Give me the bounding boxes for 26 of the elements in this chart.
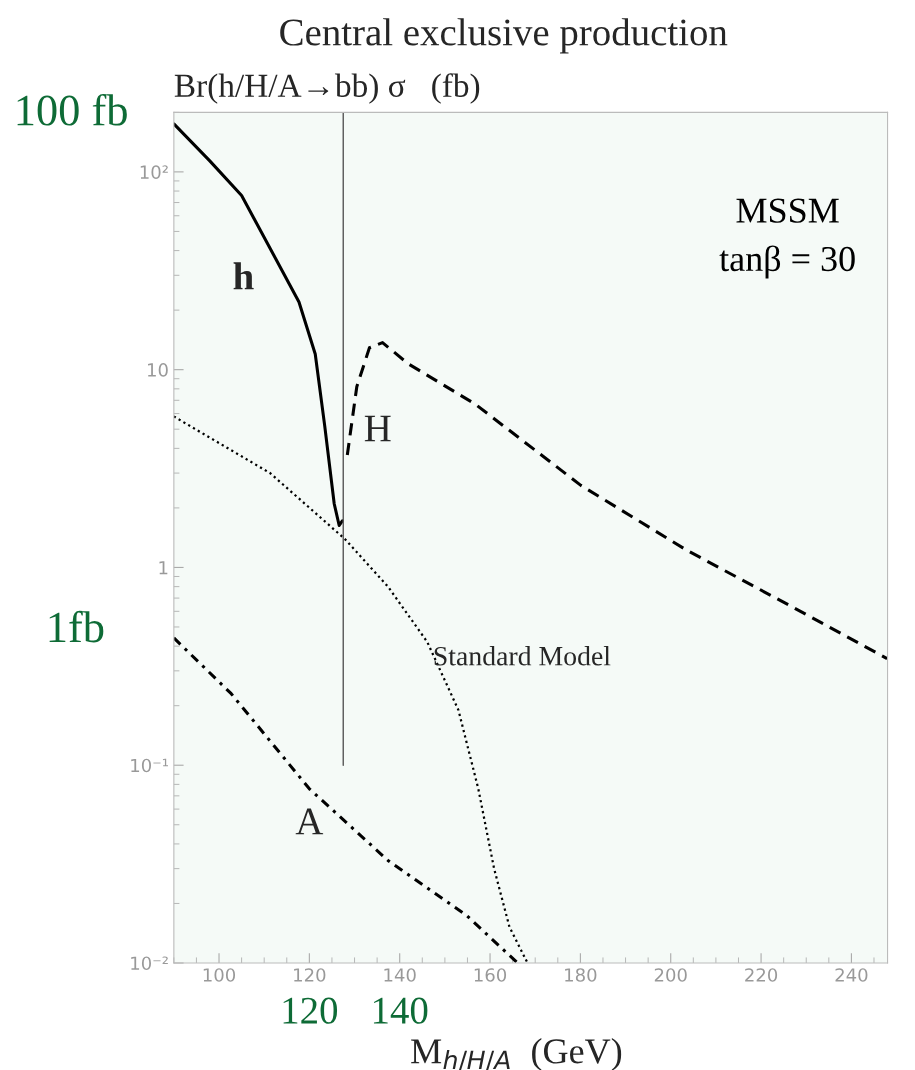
y-tick-label: 10⁻¹	[131, 758, 168, 773]
x-tick-label: 140	[384, 968, 416, 982]
series-label: h	[233, 262, 254, 290]
x-tick-label: 120	[294, 968, 326, 982]
y-tick-label: 1	[159, 561, 168, 575]
series-label: H	[364, 415, 391, 442]
series-label: A	[295, 808, 324, 835]
annotation: MSSM tanβ = 30	[719, 198, 855, 279]
text: 100 fb	[17, 93, 127, 126]
line-series	[173, 122, 344, 528]
y-tick-label: 10²	[140, 165, 168, 179]
x-tick-label: 240	[835, 968, 868, 982]
x-tick-label: 160	[474, 968, 507, 982]
line-series	[173, 415, 529, 963]
series-label: Standard Model	[434, 646, 611, 666]
text: 120	[283, 997, 338, 1024]
text: 1fb	[49, 610, 104, 643]
text: 140	[373, 997, 428, 1024]
y-tick-label: 10	[148, 363, 168, 377]
x-tick-label: 100	[203, 968, 236, 982]
x-tick-label: 200	[654, 968, 687, 982]
x-tick-label: 220	[745, 968, 778, 982]
y-axis-title: Br(h/H/A→bb) σ (fb)	[174, 73, 480, 104]
chart-title: Central exclusive production	[280, 18, 728, 54]
y-tick-label: 10⁻²	[131, 956, 168, 971]
x-tick-label: 180	[565, 968, 597, 982]
